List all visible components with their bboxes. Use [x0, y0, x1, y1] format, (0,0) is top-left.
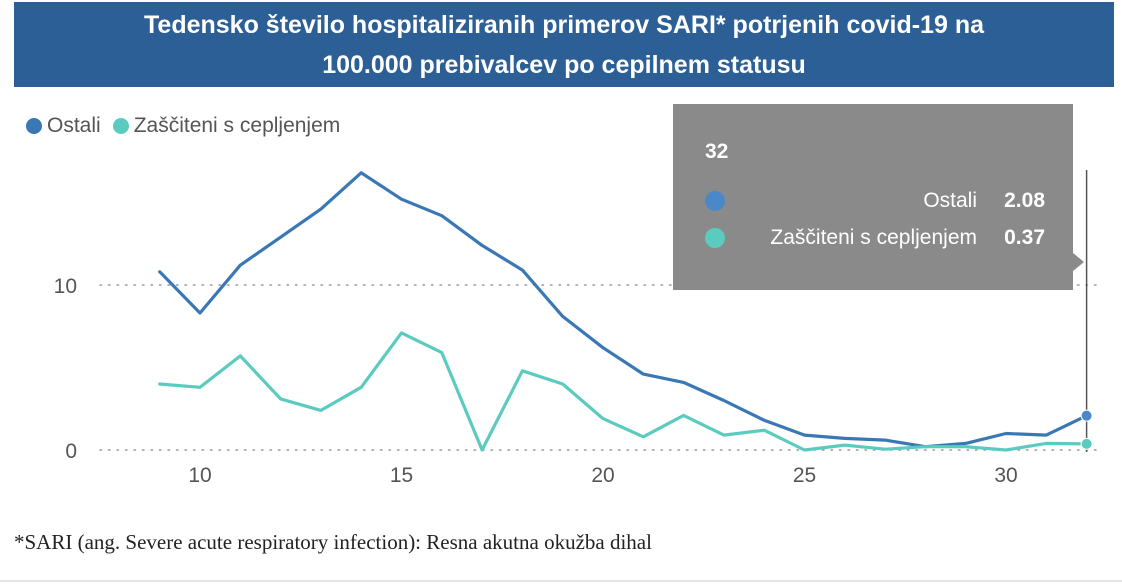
tooltip-row-zasciteni: Zaščiteni s cepljenjem 0.37: [705, 223, 1045, 253]
x-tick-label-30: 30: [994, 464, 1017, 487]
tooltip-value-ostali: 2.08: [1004, 189, 1045, 212]
tooltip-row-ostali: Ostali 2.08: [705, 186, 1045, 216]
tooltip-value-zasciteni: 0.37: [1004, 226, 1045, 249]
hover-point-ostali: [1080, 409, 1093, 422]
chart-title-line-1: Tedensko število hospitaliziranih primer…: [144, 11, 984, 39]
chart-title: Tedensko število hospitaliziranih primer…: [14, 2, 1114, 87]
tooltip-label-ostali: Ostali: [923, 189, 977, 212]
x-tick-label-15: 15: [390, 464, 413, 487]
legend: Ostali Zaščiteni s cepljenjem: [26, 114, 352, 138]
series-lines: [158, 171, 1089, 452]
hover-point-zasciteni: [1080, 437, 1093, 450]
tooltip-dot-ostali: [705, 191, 725, 211]
legend-item-zasciteni[interactable]: Zaščiteni s cepljenjem: [112, 114, 341, 138]
tooltip: 32 Ostali 2.08 Zaščiteni s cepljenjem 0.…: [673, 104, 1073, 290]
chart-title-line-2: 100.000 prebivalcev po cepilnem statusu: [322, 51, 806, 79]
legend-dot-ostali: [26, 118, 42, 134]
y-tick-label-0: 0: [65, 440, 77, 463]
x-tick-label-20: 20: [591, 464, 614, 487]
y-axis-ticks: 0 10: [54, 275, 77, 463]
divider: [0, 580, 1122, 582]
legend-dot-zasciteni: [112, 118, 129, 134]
legend-label-ostali: Ostali: [47, 114, 101, 137]
legend-label-zasciteni: Zaščiteni s cepljenjem: [133, 114, 341, 137]
x-axis-ticks: 10 15 20 25 30: [188, 464, 1017, 487]
hover-marker: [1080, 170, 1093, 452]
tooltip-dot-zasciteni: [705, 228, 725, 248]
legend-item-ostali[interactable]: Ostali: [26, 114, 101, 138]
tooltip-pointer: [1073, 253, 1084, 271]
footnote: *SARI (ang. Severe acute respiratory inf…: [14, 530, 652, 554]
y-tick-label-10: 10: [54, 275, 77, 298]
tooltip-title: 32: [705, 140, 729, 163]
series-line-zasciteni: [158, 331, 1089, 452]
x-tick-label-10: 10: [188, 464, 211, 487]
tooltip-label-zasciteni: Zaščiteni s cepljenjem: [770, 226, 977, 249]
x-tick-label-25: 25: [793, 464, 816, 487]
